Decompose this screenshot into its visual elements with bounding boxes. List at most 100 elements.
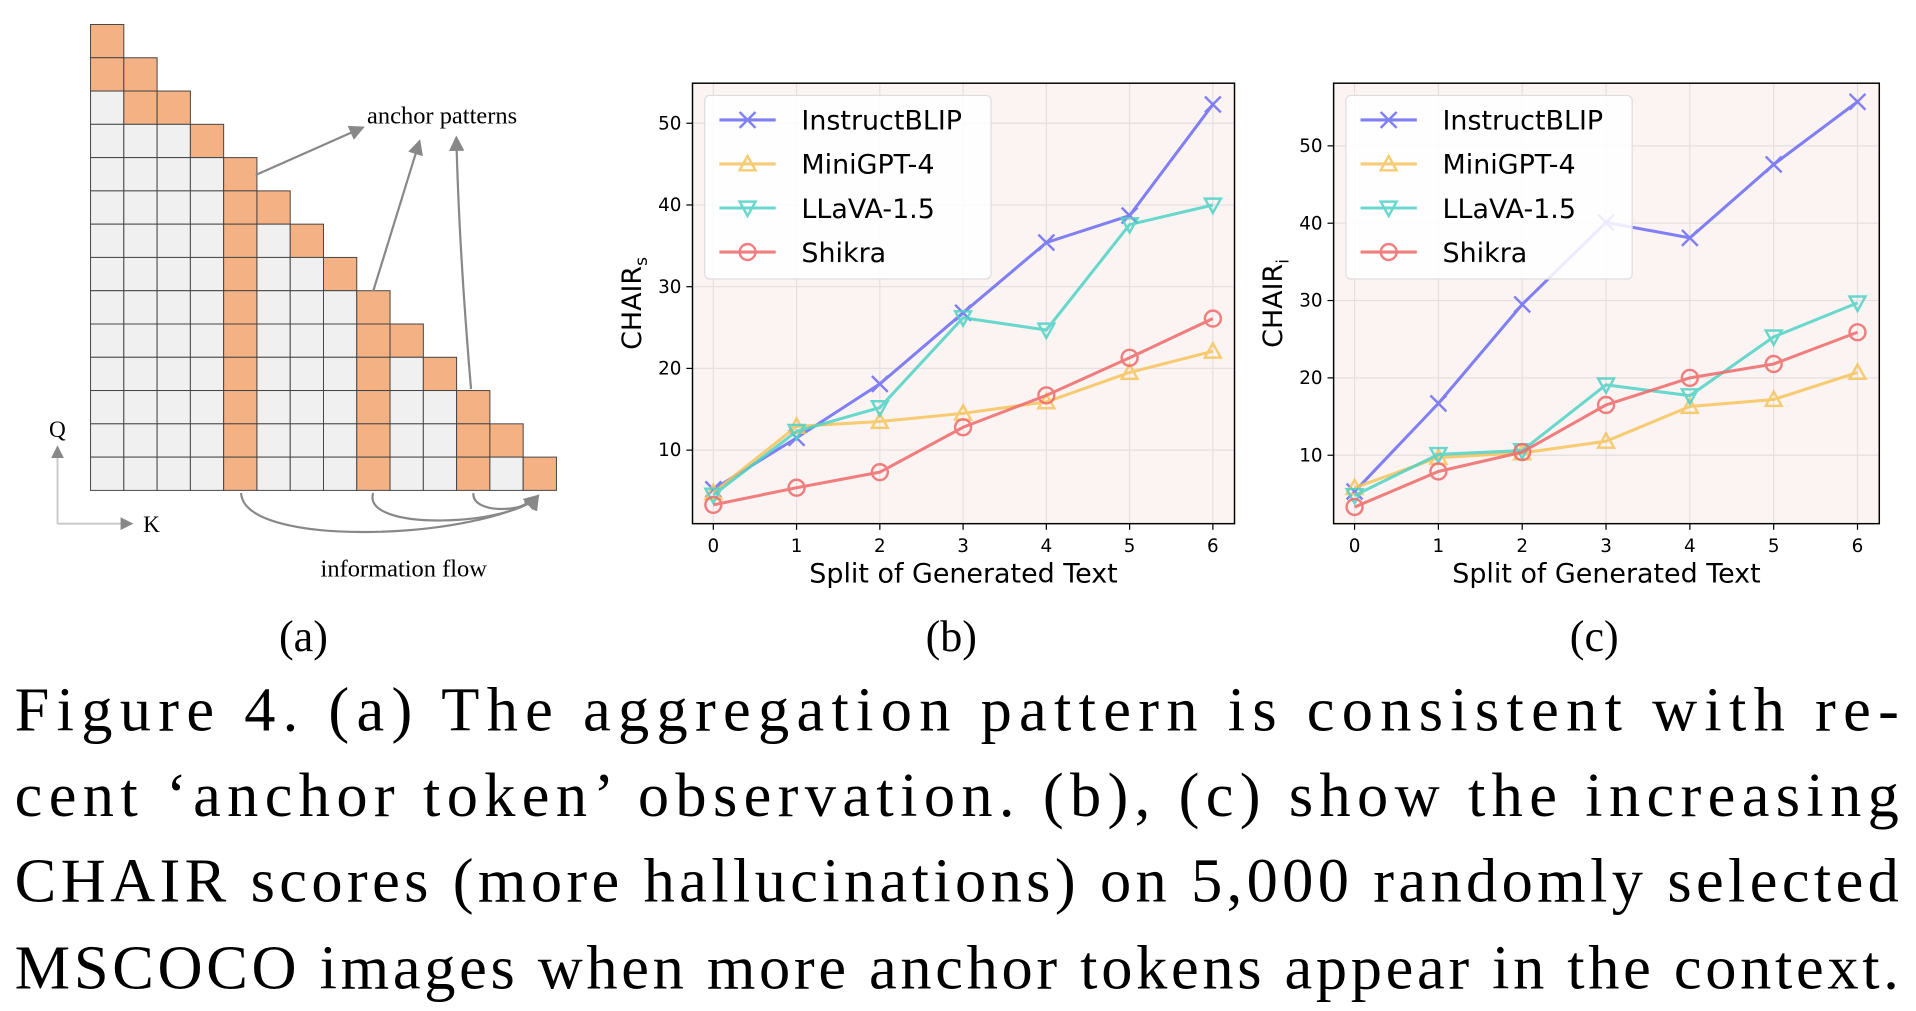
- grid-cell: [156, 123, 191, 159]
- marker: [1037, 233, 1056, 252]
- x-tick-label: 0: [707, 536, 719, 557]
- grid-cell: [189, 456, 225, 491]
- chart: 10 20 30 40 50 0 1 2 3 4 5 6 Split of Generated Text…: [1258, 82, 1881, 661]
- caption-line: Figure 4. (a) The aggregation pattern is…: [15, 675, 1899, 744]
- grid-cell: [123, 123, 158, 159]
- x-tick-label: 3: [1600, 536, 1612, 557]
- series: [1344, 295, 1868, 506]
- grid-cell: [256, 190, 291, 225]
- marker: [1679, 396, 1700, 415]
- legend-marker: [737, 200, 758, 219]
- grid-cell: [123, 290, 158, 325]
- grid-cell: [123, 190, 158, 225]
- marker: [1345, 497, 1364, 517]
- legend-entry: [1360, 153, 1417, 172]
- marker: [1429, 394, 1448, 413]
- marker: [1596, 430, 1617, 449]
- grid-cell: [156, 157, 191, 192]
- x-tick-label: 4: [1041, 536, 1053, 557]
- marker: [1763, 329, 1784, 348]
- grid-cell: [223, 157, 258, 192]
- legend-marker: [1379, 242, 1398, 262]
- grid-cell: [90, 157, 125, 192]
- grid-cell: [289, 256, 324, 292]
- legend-entry: [1360, 200, 1417, 219]
- grid-cell: [289, 390, 324, 425]
- legend-label: LLaVA-1.5: [1443, 194, 1576, 225]
- legend-marker: [1378, 200, 1399, 219]
- legend-label: InstructBLIP: [801, 106, 962, 137]
- grid-cell: [522, 456, 557, 491]
- y-axis-label: CHAIRi: [1258, 259, 1293, 348]
- y-tick-label: 40: [1299, 213, 1322, 234]
- caption-line: CHAIR scores (more hallucinations) on 5,…: [15, 847, 1899, 916]
- legend-entry: [719, 153, 776, 172]
- marker: [1428, 446, 1449, 465]
- legend-label: MiniGPT-4: [1443, 150, 1576, 181]
- grid-cell: [256, 223, 291, 258]
- x-tick-label: 1: [1433, 536, 1445, 557]
- grid-cell: [223, 290, 258, 325]
- grid-cell: [189, 356, 225, 392]
- flow-arrow: [472, 492, 540, 512]
- marker: [1037, 386, 1056, 405]
- grid-cell: [123, 57, 158, 92]
- grid-cell: [323, 456, 358, 491]
- grid-cell: [189, 223, 225, 258]
- grid-cell: [123, 157, 158, 192]
- grid-cell: [123, 356, 158, 392]
- grid-cell: [123, 390, 158, 425]
- legend: InstructBLIP MiniGPT-4 LLaVA-1.5 Shikra: [1345, 94, 1633, 280]
- grid-cell: [422, 390, 458, 425]
- flow-label: information flow: [321, 555, 488, 582]
- marker: [787, 478, 806, 497]
- grid-cell: [90, 223, 125, 258]
- attention-diagram: anchor patterns information flow Q K (a): [49, 23, 557, 661]
- x-tick-label: 3: [957, 536, 969, 557]
- series: [703, 197, 1223, 506]
- grid-cell: [456, 390, 491, 425]
- y-tick-label: 50: [1299, 136, 1322, 157]
- legend-marker: [738, 111, 757, 129]
- attention-grid: [90, 23, 557, 491]
- chart: 10 20 30 40 50 0 1 2 3 4 5 6 Split of Generated Text…: [617, 82, 1236, 661]
- x-tick-label: 6: [1207, 536, 1219, 557]
- grid-cell: [123, 223, 158, 258]
- x-axis-label: Split of Generated Text: [1452, 558, 1760, 589]
- x-tick-label: 2: [874, 536, 886, 557]
- grid-cell: [123, 323, 158, 358]
- grid-cell: [289, 223, 324, 258]
- marker: [1429, 462, 1448, 481]
- grid-cell: [156, 356, 191, 392]
- grid-cell: [223, 423, 258, 458]
- grid-cell: [90, 290, 125, 325]
- grid-cell: [123, 456, 158, 491]
- marker-stroke: [1513, 295, 1532, 314]
- y-tick-label: 10: [658, 440, 681, 461]
- grid-cell: [289, 323, 324, 358]
- grid-cell: [356, 356, 391, 392]
- marker: [870, 463, 890, 482]
- panel-label: (b): [926, 612, 977, 661]
- x-tick-label: 1: [791, 536, 803, 557]
- legend-label: Shikra: [801, 238, 886, 269]
- panel-label: (c): [1570, 612, 1619, 661]
- marker: [1680, 368, 1700, 388]
- grid-cell: [389, 356, 424, 392]
- series-line: [712, 203, 1214, 497]
- marker: [1202, 340, 1223, 359]
- marker: [1513, 442, 1532, 462]
- qk-axes: [51, 445, 134, 531]
- y-tick-label: 10: [1299, 445, 1322, 466]
- legend-entry: [719, 111, 776, 129]
- q-label: Q: [49, 417, 66, 443]
- marker-stroke: [1429, 394, 1448, 413]
- grid-cell: [90, 256, 125, 292]
- grid-cell: [156, 456, 191, 491]
- flow-arrow: [371, 492, 540, 522]
- anchor-label: anchor patterns: [367, 103, 517, 130]
- plot-frame: [691, 82, 1236, 525]
- series-line: [1353, 330, 1859, 509]
- legend-marker: [1379, 111, 1398, 129]
